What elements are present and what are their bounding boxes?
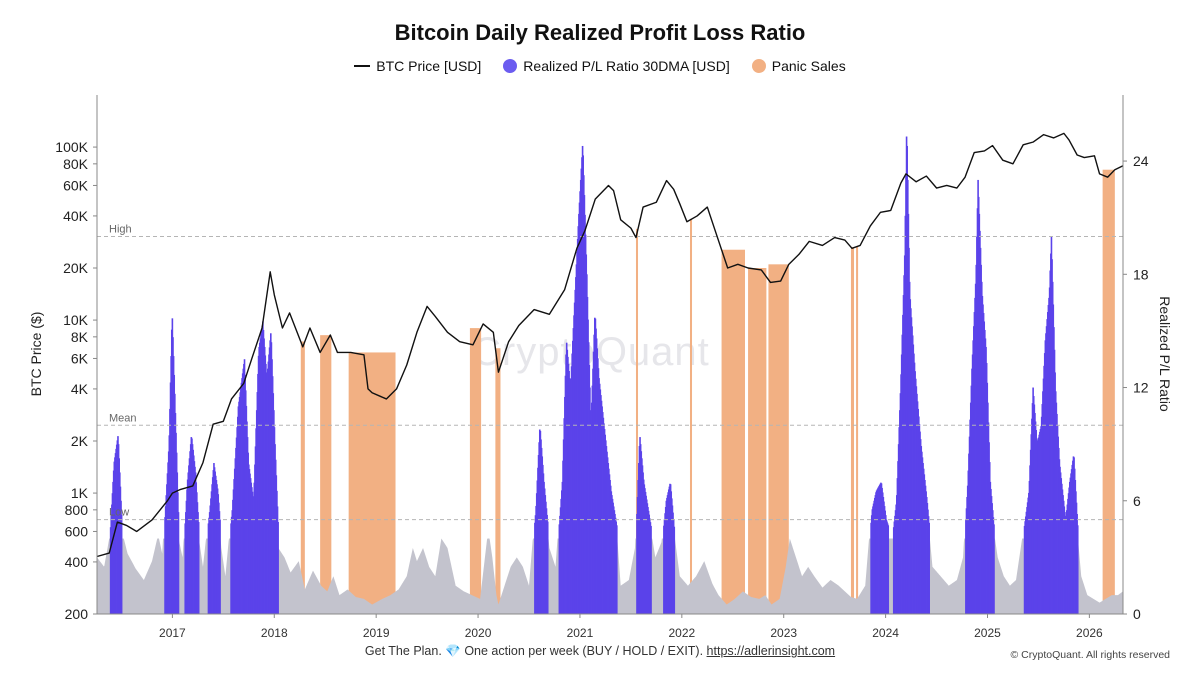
ratio-bar [993, 524, 995, 614]
panic-band [850, 247, 855, 615]
ratio-series [97, 136, 1123, 615]
panic-band [300, 341, 305, 614]
y-right-tick-label: 6 [1133, 493, 1141, 509]
y-left-tick-label: 400 [65, 554, 89, 570]
y-right-tick-label: 0 [1133, 606, 1141, 622]
y-right-tick-label: 24 [1133, 153, 1149, 169]
panic-band [635, 228, 639, 614]
y-left-tick-label: 10K [63, 312, 89, 328]
reference-label-low: Low [109, 507, 129, 519]
x-tick-label: 2022 [668, 626, 695, 640]
x-tick-label: 2023 [770, 626, 797, 640]
x-tick-label: 2018 [261, 626, 288, 640]
y-axis-left-title: BTC Price ($) [28, 312, 44, 397]
ratio-bar [673, 526, 676, 614]
y-left-tick-label: 60K [63, 177, 89, 193]
x-tick-label: 2019 [363, 626, 390, 640]
ratio-bar [928, 522, 930, 614]
panic-band [768, 264, 789, 614]
legend-swatch-panic [751, 59, 766, 73]
panic-band [348, 352, 396, 614]
chart-title: Bitcoin Daily Realized Profit Loss Ratio [394, 20, 806, 45]
x-tick-label: 2026 [1076, 626, 1103, 640]
y-left-tick-label: 40K [63, 208, 89, 224]
price-line [96, 132, 1124, 558]
ratio-bar [177, 512, 180, 614]
reference-label-high: High [109, 224, 132, 236]
legend: BTC Price [USD] Realized P/L Ratio 30DMA… [0, 58, 1200, 74]
panic-band [495, 348, 501, 614]
panic-band [469, 328, 482, 614]
ratio-bar [616, 525, 618, 614]
y-left-tick-label: 80K [63, 156, 89, 172]
ratio-bar [120, 514, 123, 614]
x-tick-label: 2025 [974, 626, 1001, 640]
panic-band [1102, 169, 1115, 614]
y-left-tick-label: 4K [71, 381, 89, 397]
x-tick-label: 2017 [159, 626, 186, 640]
copyright: © CryptoQuant. All rights reserved [1010, 649, 1170, 661]
y-left-tick-label: 2K [71, 433, 89, 449]
legend-item-panic[interactable]: Panic Sales [751, 58, 846, 74]
ratio-bar [650, 525, 652, 614]
footer-text: Get The Plan. 💎 One action per week (BUY… [364, 644, 704, 658]
x-tick-label: 2021 [567, 626, 594, 640]
legend-swatch-price [354, 65, 371, 67]
legend-label-ratio: Realized P/L Ratio 30DMA [USD] [523, 58, 730, 74]
y-left-tick-label: 100K [55, 139, 88, 155]
panic-band [320, 335, 332, 614]
y-left-tick-label: 800 [65, 502, 89, 518]
ratio-bar [277, 522, 279, 614]
y-axis-right-title: Realized P/L Ratio [1157, 296, 1173, 412]
panic-band [748, 268, 767, 614]
x-tick-label: 2024 [872, 626, 899, 640]
y-left-tick-label: 6K [71, 350, 89, 366]
y-left-tick-label: 600 [65, 523, 89, 539]
y-left-tick-label: 200 [65, 606, 89, 622]
y-right-tick-label: 18 [1133, 266, 1149, 282]
panic-band [721, 249, 745, 614]
ratio-bar [887, 525, 890, 614]
reference-label-mean: Mean [109, 412, 137, 424]
ratio-bar [1076, 525, 1079, 614]
footer: Get The Plan. 💎 One action per week (BUY… [0, 644, 1200, 659]
panic-band [856, 246, 859, 615]
legend-swatch-ratio [503, 59, 518, 73]
ratio-bar [219, 519, 221, 614]
y-left-tick-label: 8K [71, 329, 89, 345]
legend-item-price[interactable]: BTC Price [USD] [354, 58, 481, 74]
ratio-bar [197, 522, 200, 614]
legend-item-ratio[interactable]: Realized P/L Ratio 30DMA [USD] [503, 58, 730, 74]
legend-label-panic: Panic Sales [771, 58, 846, 74]
y-left-tick-label: 1K [71, 485, 89, 501]
legend-label-price: BTC Price [USD] [376, 58, 482, 74]
ratio-bar [546, 521, 549, 614]
footer-link[interactable]: https://adlerinsight.com [706, 644, 836, 658]
panic-sales-bands [300, 169, 1115, 615]
x-tick-label: 2020 [465, 626, 492, 640]
y-left-tick-label: 20K [63, 260, 89, 276]
panic-band [689, 218, 693, 614]
y-right-tick-label: 12 [1133, 380, 1149, 396]
